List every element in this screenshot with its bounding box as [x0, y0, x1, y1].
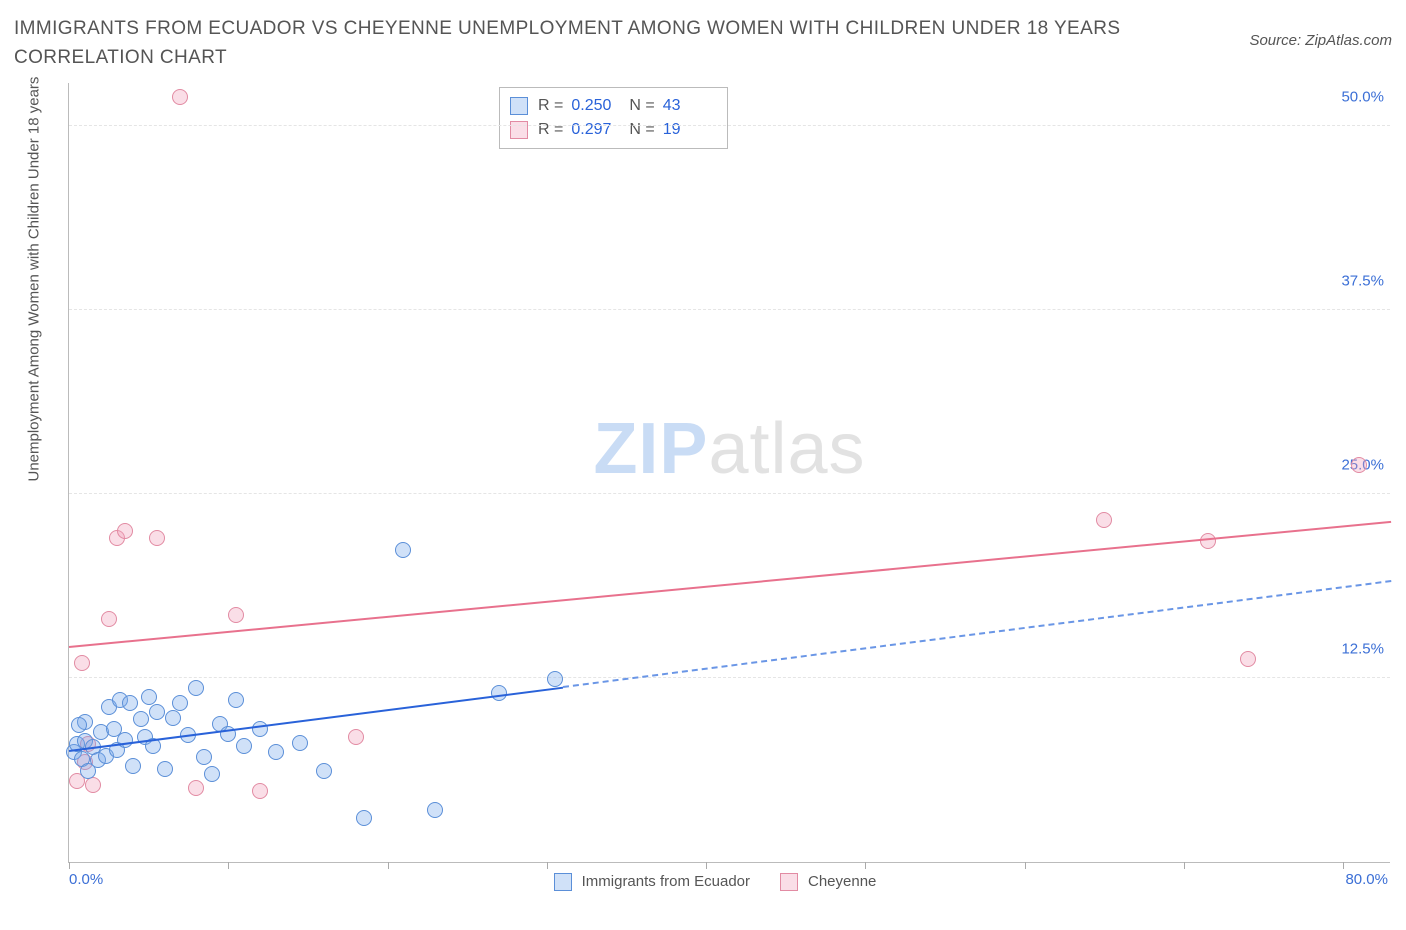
ecuador-point [149, 704, 165, 720]
source-attribution: Source: ZipAtlas.com [1249, 32, 1392, 49]
ecuador-point [356, 810, 372, 826]
stats-row: R = 0.297 N = 19 [510, 118, 713, 142]
watermark: ZIPatlas [593, 408, 865, 490]
r-label: R = [538, 94, 563, 118]
y-tick-label: 12.5% [1341, 640, 1384, 657]
cheyenne-point [149, 530, 165, 546]
legend-label: Cheyenne [808, 873, 876, 890]
y-tick-label: 37.5% [1341, 273, 1384, 290]
watermark-atlas: atlas [708, 409, 865, 489]
cheyenne-point [1351, 457, 1367, 473]
cheyenne-trend-line [69, 521, 1391, 648]
x-tick [547, 862, 548, 869]
x-tick [69, 862, 70, 869]
series-legend: Immigrants from Ecuador Cheyenne [40, 873, 1390, 891]
x-tick [388, 862, 389, 869]
cheyenne-point [188, 780, 204, 796]
x-tick [1343, 862, 1344, 869]
legend-item: Cheyenne [780, 873, 876, 891]
cheyenne-point [252, 783, 268, 799]
cheyenne-point [172, 89, 188, 105]
y-axis-label: Unemployment Among Women with Children U… [26, 76, 43, 481]
cheyenne-point [101, 611, 117, 627]
ecuador-point [316, 763, 332, 779]
watermark-zip: ZIP [593, 409, 708, 489]
grid-line [69, 493, 1390, 494]
ecuador-point [157, 761, 173, 777]
ecuador-point [122, 695, 138, 711]
ecuador-point [71, 717, 87, 733]
cheyenne-point [1200, 533, 1216, 549]
ecuador-point [292, 735, 308, 751]
n-label: N = [629, 118, 654, 142]
ecuador-point [141, 689, 157, 705]
x-tick [228, 862, 229, 869]
legend-swatch [780, 873, 798, 891]
cheyenne-point [1096, 512, 1112, 528]
grid-line [69, 677, 1390, 678]
ecuador-point [188, 680, 204, 696]
r-label: R = [538, 118, 563, 142]
stats-legend-box: R = 0.250 N = 43 R = 0.297 N = 19 [499, 87, 728, 149]
cheyenne-point [74, 655, 90, 671]
ecuador-point [133, 711, 149, 727]
y-tick-label: 50.0% [1341, 89, 1384, 106]
ecuador-point [491, 685, 507, 701]
scatter-plot: ZIPatlas R = 0.250 N = 43 R = 0.297 N = 19 12.5… [68, 83, 1390, 863]
legend-label: Immigrants from Ecuador [582, 873, 750, 890]
legend-item: Immigrants from Ecuador [554, 873, 750, 891]
stats-row: R = 0.250 N = 43 [510, 94, 713, 118]
ecuador-point [165, 710, 181, 726]
ecuador-point [172, 695, 188, 711]
ecuador-trend-extrapolation [563, 580, 1391, 688]
x-tick [865, 862, 866, 869]
series-swatch [510, 121, 528, 139]
ecuador-point [125, 758, 141, 774]
ecuador-point [395, 542, 411, 558]
grid-line [69, 309, 1390, 310]
legend-swatch [554, 873, 572, 891]
ecuador-point [236, 738, 252, 754]
ecuador-point [427, 802, 443, 818]
cheyenne-point [85, 777, 101, 793]
ecuador-point [268, 744, 284, 760]
r-value: 0.297 [571, 118, 621, 142]
cheyenne-point [1240, 651, 1256, 667]
x-tick [1184, 862, 1185, 869]
series-swatch [510, 97, 528, 115]
ecuador-point [547, 671, 563, 687]
cheyenne-point [117, 523, 133, 539]
n-value: 19 [663, 118, 713, 142]
ecuador-point [204, 766, 220, 782]
cheyenne-point [348, 729, 364, 745]
n-label: N = [629, 94, 654, 118]
ecuador-point [228, 692, 244, 708]
grid-line [69, 125, 1390, 126]
chart-area: Unemployment Among Women with Children U… [40, 83, 1390, 888]
x-tick [706, 862, 707, 869]
n-value: 43 [663, 94, 713, 118]
x-tick [1025, 862, 1026, 869]
chart-title: IMMIGRANTS FROM ECUADOR VS CHEYENNE UNEM… [14, 14, 1134, 73]
ecuador-point [196, 749, 212, 765]
r-value: 0.250 [571, 94, 621, 118]
cheyenne-point [228, 607, 244, 623]
